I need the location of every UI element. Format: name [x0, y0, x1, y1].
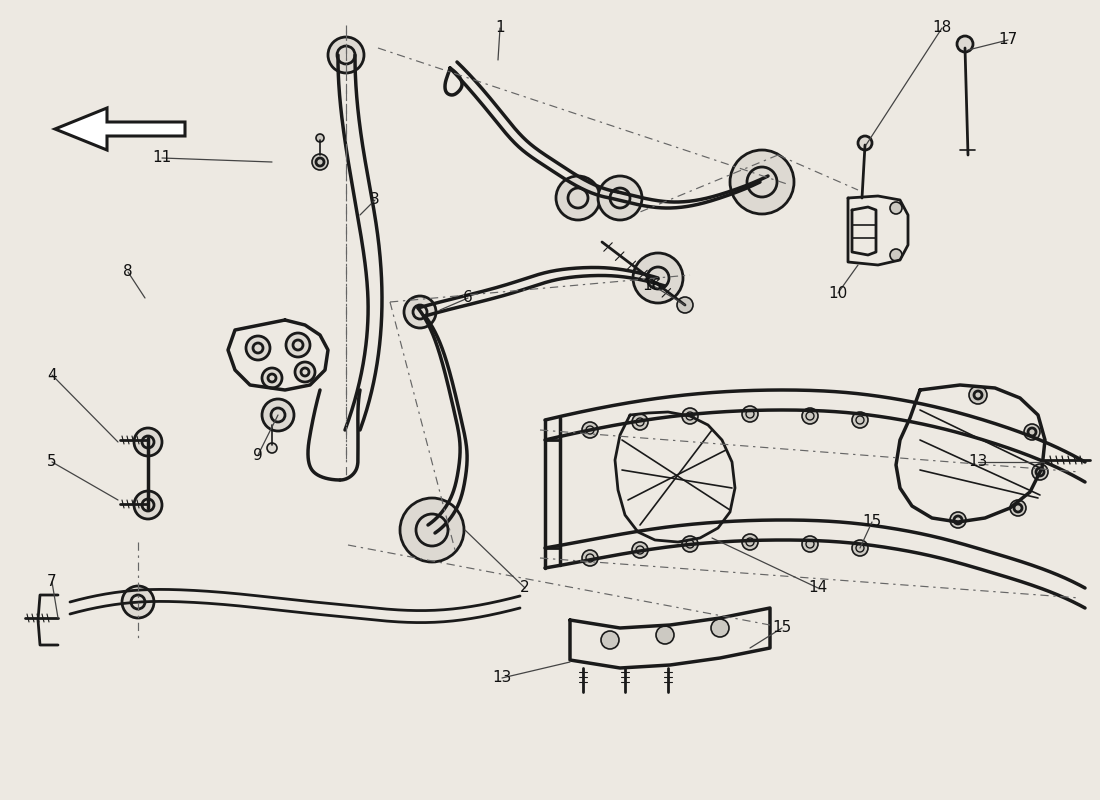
Circle shape	[742, 406, 758, 422]
Circle shape	[802, 408, 818, 424]
Circle shape	[682, 536, 698, 552]
Text: 1: 1	[495, 21, 505, 35]
Text: 4: 4	[47, 367, 57, 382]
Circle shape	[556, 176, 600, 220]
Circle shape	[601, 631, 619, 649]
Circle shape	[262, 368, 282, 388]
Circle shape	[632, 542, 648, 558]
Circle shape	[1024, 424, 1040, 440]
Circle shape	[852, 412, 868, 428]
Circle shape	[404, 296, 436, 328]
Text: 17: 17	[999, 33, 1018, 47]
Circle shape	[852, 540, 868, 556]
Circle shape	[582, 550, 598, 566]
Circle shape	[676, 297, 693, 313]
Circle shape	[656, 626, 674, 644]
Circle shape	[742, 534, 758, 550]
Polygon shape	[55, 108, 185, 150]
Circle shape	[682, 408, 698, 424]
Circle shape	[957, 36, 974, 52]
Circle shape	[730, 150, 794, 214]
Circle shape	[134, 428, 162, 456]
Text: 18: 18	[933, 21, 952, 35]
Text: 2: 2	[520, 581, 530, 595]
Text: 8: 8	[123, 265, 133, 279]
Circle shape	[632, 253, 683, 303]
Circle shape	[262, 399, 294, 431]
Circle shape	[950, 512, 966, 528]
Circle shape	[711, 619, 729, 637]
Circle shape	[267, 443, 277, 453]
Text: 3: 3	[370, 193, 379, 207]
Text: 13: 13	[493, 670, 512, 686]
Circle shape	[286, 333, 310, 357]
Text: 5: 5	[47, 454, 57, 470]
Circle shape	[632, 414, 648, 430]
Circle shape	[295, 362, 315, 382]
Circle shape	[328, 37, 364, 73]
Text: 9: 9	[253, 447, 263, 462]
Text: 15: 15	[772, 621, 792, 635]
Circle shape	[337, 46, 355, 64]
Circle shape	[890, 202, 902, 214]
Circle shape	[1010, 500, 1026, 516]
Text: 7: 7	[47, 574, 57, 590]
Circle shape	[316, 134, 324, 142]
Circle shape	[582, 422, 598, 438]
Circle shape	[890, 249, 902, 261]
Circle shape	[246, 336, 270, 360]
Circle shape	[969, 386, 987, 404]
Text: 16: 16	[642, 278, 662, 293]
Circle shape	[122, 586, 154, 618]
Circle shape	[1032, 464, 1048, 480]
Circle shape	[802, 536, 818, 552]
Text: 6: 6	[463, 290, 473, 306]
Text: 15: 15	[862, 514, 881, 530]
Circle shape	[134, 491, 162, 519]
Circle shape	[400, 498, 464, 562]
Text: 14: 14	[808, 581, 827, 595]
Text: 10: 10	[828, 286, 848, 301]
Circle shape	[858, 136, 872, 150]
Circle shape	[598, 176, 642, 220]
Text: 11: 11	[153, 150, 172, 166]
Circle shape	[312, 154, 328, 170]
Text: 13: 13	[968, 454, 988, 470]
